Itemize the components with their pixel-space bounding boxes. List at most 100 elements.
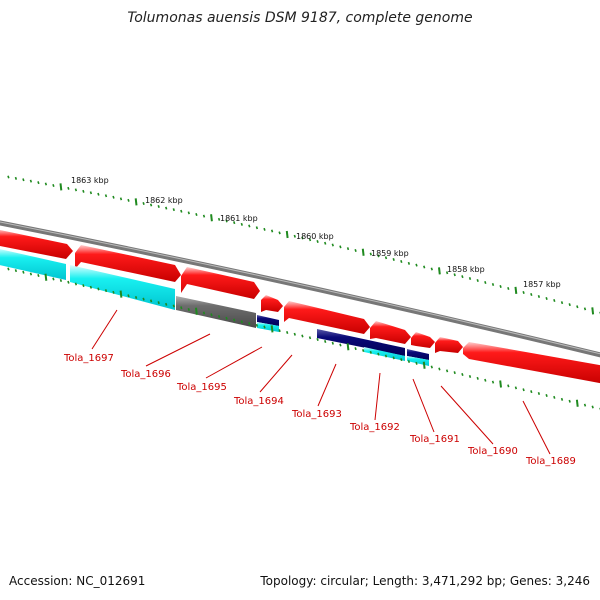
major-tick (361, 248, 365, 256)
leader-tola-1697 (91, 309, 118, 350)
minor-tick (286, 330, 289, 334)
reverse-strand-genes (0, 249, 429, 366)
gene-label-tola-1696: Tola_1696 (120, 369, 171, 380)
minor-tick (142, 297, 145, 301)
minor-tick (7, 267, 10, 271)
minor-tick (583, 307, 587, 311)
leader-tola-1693 (317, 363, 337, 407)
minor-tick (514, 386, 518, 390)
minor-tick (119, 197, 123, 201)
minor-tick (445, 271, 449, 275)
major-tick (270, 325, 274, 333)
gene-label-tola-1697: Tola_1697 (63, 353, 114, 364)
forward-strand-genes (0, 230, 600, 384)
minor-tick (522, 290, 525, 294)
minor-tick (530, 390, 533, 394)
minor-tick (568, 399, 571, 403)
minor-tick (37, 274, 40, 278)
minor-tick (369, 252, 372, 256)
minor-tick (453, 371, 456, 375)
minor-tick (233, 318, 236, 322)
major-tick (422, 361, 426, 369)
minor-tick (195, 212, 198, 216)
minor-tick (172, 304, 175, 308)
leader-tola-1690 (440, 385, 494, 445)
scale-label-1863: 1863 kbp (71, 176, 109, 185)
minor-tick (331, 243, 334, 247)
minor-tick (339, 245, 342, 249)
minor-tick (14, 269, 18, 273)
leader-tola-1696 (145, 333, 211, 367)
minor-tick (568, 303, 571, 307)
minor-tick (293, 234, 296, 238)
gene-tola-1690 (435, 337, 463, 353)
minor-tick (127, 198, 130, 202)
minor-tick (400, 358, 403, 362)
minor-tick (445, 369, 449, 373)
gene-label-tola-1691: Tola_1691 (409, 434, 460, 445)
minor-tick (430, 267, 433, 271)
minor-tick (316, 338, 319, 342)
gene-label-leaders (91, 309, 551, 455)
minor-tick (134, 295, 138, 299)
minor-tick (407, 360, 411, 364)
minor-tick (301, 236, 304, 240)
minor-tick (308, 336, 312, 340)
major-tick (346, 343, 350, 351)
minor-tick (263, 227, 266, 231)
minor-tick (202, 311, 206, 315)
minor-tick (468, 277, 472, 281)
minor-tick (255, 323, 259, 327)
minor-tick (507, 286, 510, 290)
minor-tick (180, 209, 183, 213)
minor-tick (278, 231, 281, 235)
minor-tick (52, 183, 55, 187)
minor-tick (354, 248, 357, 252)
minor-tick (591, 405, 594, 409)
minor-tick (491, 282, 495, 286)
minor-tick (537, 294, 541, 298)
gene-reverse-navy-1 (257, 315, 279, 326)
scale-label-1859: 1859 kbp (371, 249, 409, 258)
minor-tick (560, 301, 564, 305)
minor-tick (210, 313, 213, 317)
minor-tick (576, 305, 579, 309)
minor-tick (476, 279, 479, 283)
scale-label-1857: 1857 kbp (523, 280, 561, 289)
minor-tick (522, 388, 525, 392)
gene-label-tola-1692: Tola_1692 (349, 422, 400, 433)
gene-label-tola-1689: Tola_1689 (525, 456, 576, 467)
gene-labels: Tola_1697 Tola_1696 Tola_1695 Tola_1694 … (63, 353, 576, 467)
minor-tick (165, 206, 168, 210)
gene-reverse-cyan-4 (364, 347, 405, 361)
gene-label-tola-1690: Tola_1690 (467, 446, 518, 457)
minor-tick (530, 292, 533, 296)
minor-tick (278, 329, 281, 333)
gene-tola-1697 (0, 230, 73, 259)
minor-tick (240, 320, 243, 324)
scale-labels: 1863 kbp 1862 kbp 1861 kbp 1860 kbp 1859… (71, 176, 561, 289)
minor-tick (104, 194, 108, 198)
map-title: Tolumonas auensis DSM 9187, complete gen… (127, 10, 473, 26)
major-tick (514, 286, 518, 295)
minor-tick (97, 287, 100, 291)
minor-tick (316, 240, 319, 244)
minor-tick (67, 186, 70, 190)
major-tick (44, 273, 48, 281)
major-tick (591, 307, 595, 315)
scale-label-1860: 1860 kbp (296, 232, 334, 241)
minor-tick (484, 280, 487, 284)
minor-tick (240, 222, 243, 226)
scale-ticks-outer (7, 175, 600, 315)
minor-tick (331, 341, 334, 345)
scale-label-1862: 1862 kbp (145, 196, 183, 205)
minor-tick (149, 299, 153, 303)
minor-tick (248, 322, 251, 326)
gene-tola-1692 (370, 321, 411, 344)
minor-tick (263, 325, 266, 329)
minor-tick (89, 285, 93, 289)
minor-tick (308, 238, 312, 242)
minor-tick (202, 214, 206, 218)
gene-reverse-navy-3 (407, 349, 429, 360)
minor-tick (560, 397, 564, 401)
